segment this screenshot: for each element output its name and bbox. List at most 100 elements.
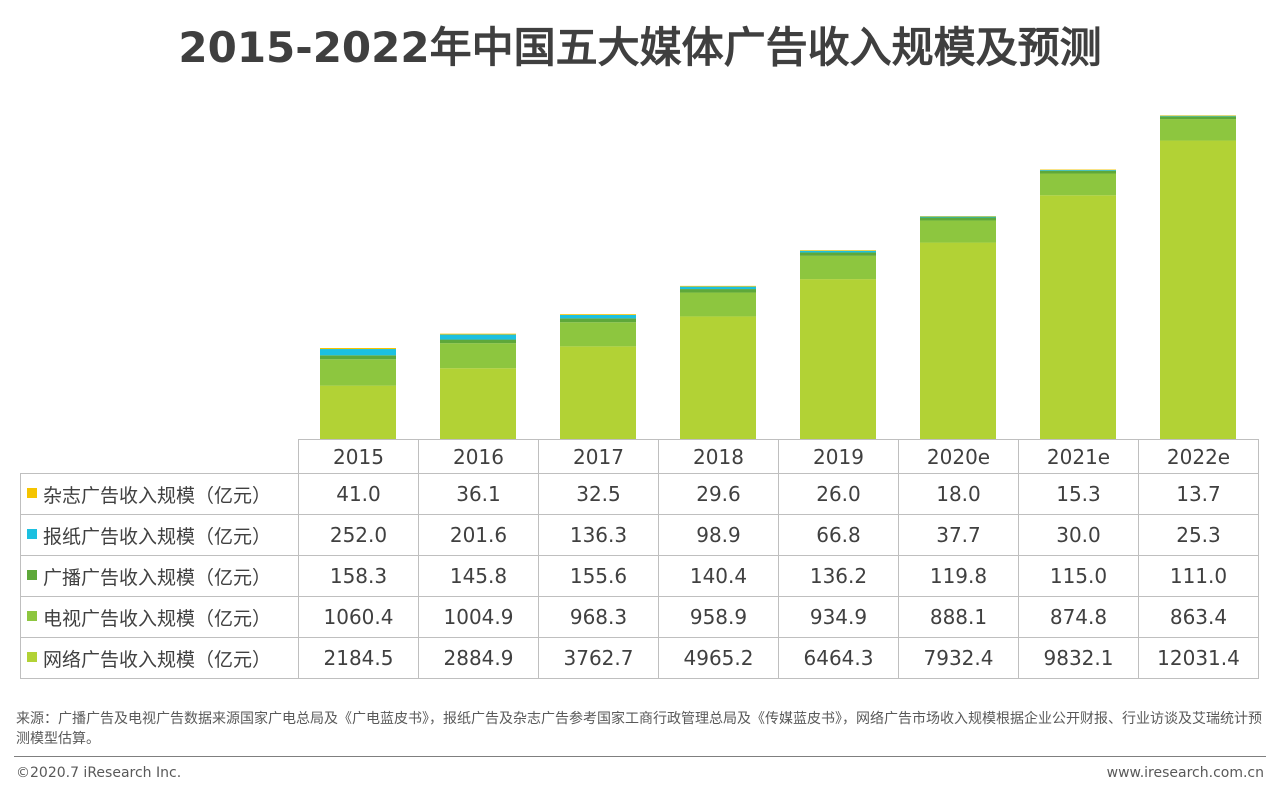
data-cell: 25.3 [1138, 514, 1259, 556]
bar-newspaper [1040, 169, 1116, 171]
data-cell: 115.0 [1018, 555, 1139, 597]
bar-magazine [1160, 115, 1236, 116]
series-label-text: 电视广告收入规模（亿元） [43, 607, 272, 630]
series-label: 报纸广告收入规模（亿元） [20, 514, 299, 556]
data-cell: 7932.4 [898, 637, 1019, 679]
bar-radio [560, 318, 636, 323]
x-tick-label: 2018 [658, 439, 779, 474]
table-row: 网络广告收入规模（亿元） 2184.5 2884.9 3762.7 4965.2 6464… [20, 637, 1259, 679]
bar-magazine [920, 216, 996, 217]
series-label-text: 杂志广告收入规模（亿元） [43, 484, 272, 507]
data-cell: 26.0 [778, 473, 899, 515]
table-header-row: 2015 2016 2017 2018 2019 2020e 2021e 2022e [21, 439, 1259, 474]
data-cell: 934.9 [778, 596, 899, 638]
bar-stack-2017 [560, 314, 636, 440]
legend-swatch [27, 651, 37, 662]
footer-divider [14, 756, 1266, 757]
bar-network [1040, 195, 1116, 440]
bar-newspaper [920, 216, 996, 218]
bar-network [320, 385, 396, 440]
bar-radio [680, 289, 756, 293]
bar-radio [1160, 116, 1236, 120]
table-row: 电视广告收入规模（亿元） 1060.4 1004.9 968.3 958.9 934.9 8… [20, 596, 1259, 638]
bar-network [920, 242, 996, 440]
bar-stack-2016 [440, 333, 516, 440]
data-cell: 32.5 [538, 473, 659, 515]
data-cell: 3762.7 [538, 637, 659, 679]
bar-magazine [440, 333, 516, 335]
legend-swatch [27, 569, 37, 580]
data-cell: 968.3 [538, 596, 659, 638]
data-cell: 958.9 [658, 596, 779, 638]
data-cell: 252.0 [298, 514, 419, 556]
data-cell: 1060.4 [298, 596, 419, 638]
table-row: 广播广告收入规模（亿元） 158.3 145.8 155.6 140.4 136.2 119… [20, 555, 1259, 597]
bar-network [680, 316, 756, 440]
x-tick-label: 2022e [1138, 439, 1259, 474]
data-cell: 41.0 [298, 473, 419, 515]
data-cell: 136.2 [778, 555, 899, 597]
data-cell: 98.9 [658, 514, 779, 556]
legend-swatch [27, 487, 37, 498]
bar-stack-2021e [1040, 169, 1116, 440]
data-table: 2015 2016 2017 2018 2019 2020e 2021e 2022e 杂志广告收… [20, 439, 1259, 679]
data-cell: 4965.2 [658, 637, 779, 679]
copyright-text: ©2020.7 iResearch Inc. [16, 765, 182, 781]
data-cell: 12031.4 [1138, 637, 1259, 679]
data-cell: 2884.9 [418, 637, 539, 679]
bar-stack-2020e [920, 216, 996, 440]
bar-tv [1040, 173, 1116, 196]
x-tick-label: 2021e [1018, 439, 1139, 474]
bar-magazine [320, 348, 396, 350]
bar-newspaper [680, 286, 756, 290]
data-cell: 9832.1 [1018, 637, 1139, 679]
data-cell: 1004.9 [418, 596, 539, 638]
chart-title: 2015-2022年中国五大媒体广告收入规模及预测 [178, 23, 1102, 72]
data-cell: 6464.3 [778, 637, 899, 679]
series-label: 广播广告收入规模（亿元） [20, 555, 299, 597]
legend-swatch [27, 610, 37, 621]
series-label-text: 报纸广告收入规模（亿元） [43, 525, 272, 548]
bar-network [800, 279, 876, 440]
table-row: 杂志广告收入规模（亿元） 41.0 36.1 32.5 29.6 26.0 18.0 15.3… [20, 473, 1259, 515]
bar-stack-2019 [800, 250, 876, 440]
series-label-text: 网络广告收入规模（亿元） [43, 648, 272, 671]
data-cell: 18.0 [898, 473, 1019, 515]
bar-network [440, 368, 516, 440]
bar-tv [320, 359, 396, 386]
bar-radio [320, 355, 396, 360]
bar-tv [800, 255, 876, 280]
data-cell: 15.3 [1018, 473, 1139, 515]
data-cell: 145.8 [418, 555, 539, 597]
data-cell: 140.4 [658, 555, 779, 597]
bar-newspaper [320, 349, 396, 356]
website-link[interactable]: www.iresearch.com.cn [1106, 765, 1264, 781]
bar-newspaper [440, 334, 516, 340]
data-cell: 119.8 [898, 555, 1019, 597]
bar-magazine [560, 314, 636, 315]
data-cell: 888.1 [898, 596, 1019, 638]
bar-newspaper [560, 314, 636, 319]
stacked-bar-chart [320, 115, 1236, 440]
series-label-text: 广播广告收入规模（亿元） [43, 566, 272, 589]
bar-tv [440, 343, 516, 369]
bar-network [560, 346, 636, 440]
bar-newspaper [1160, 115, 1236, 117]
x-tick-label: 2016 [418, 439, 539, 474]
bar-tv [1160, 119, 1236, 141]
bar-magazine [1040, 169, 1116, 171]
x-tick-label: 2019 [778, 439, 899, 474]
x-tick-label: 2017 [538, 439, 659, 474]
data-cell: 158.3 [298, 555, 419, 597]
series-label: 杂志广告收入规模（亿元） [20, 473, 299, 515]
bar-tv [680, 292, 756, 317]
data-cell: 155.6 [538, 555, 659, 597]
data-cell: 30.0 [1018, 514, 1139, 556]
source-note: 来源：广播广告及电视广告数据来源国家广电总局及《广电蓝皮书》，报纸广告及杂志广告… [16, 711, 1262, 747]
table-corner [21, 440, 299, 474]
data-cell: 13.7 [1138, 473, 1259, 515]
data-cell: 37.7 [898, 514, 1019, 556]
bar-radio [440, 339, 516, 344]
bar-radio [1040, 170, 1116, 174]
data-cell: 111.0 [1138, 555, 1259, 597]
